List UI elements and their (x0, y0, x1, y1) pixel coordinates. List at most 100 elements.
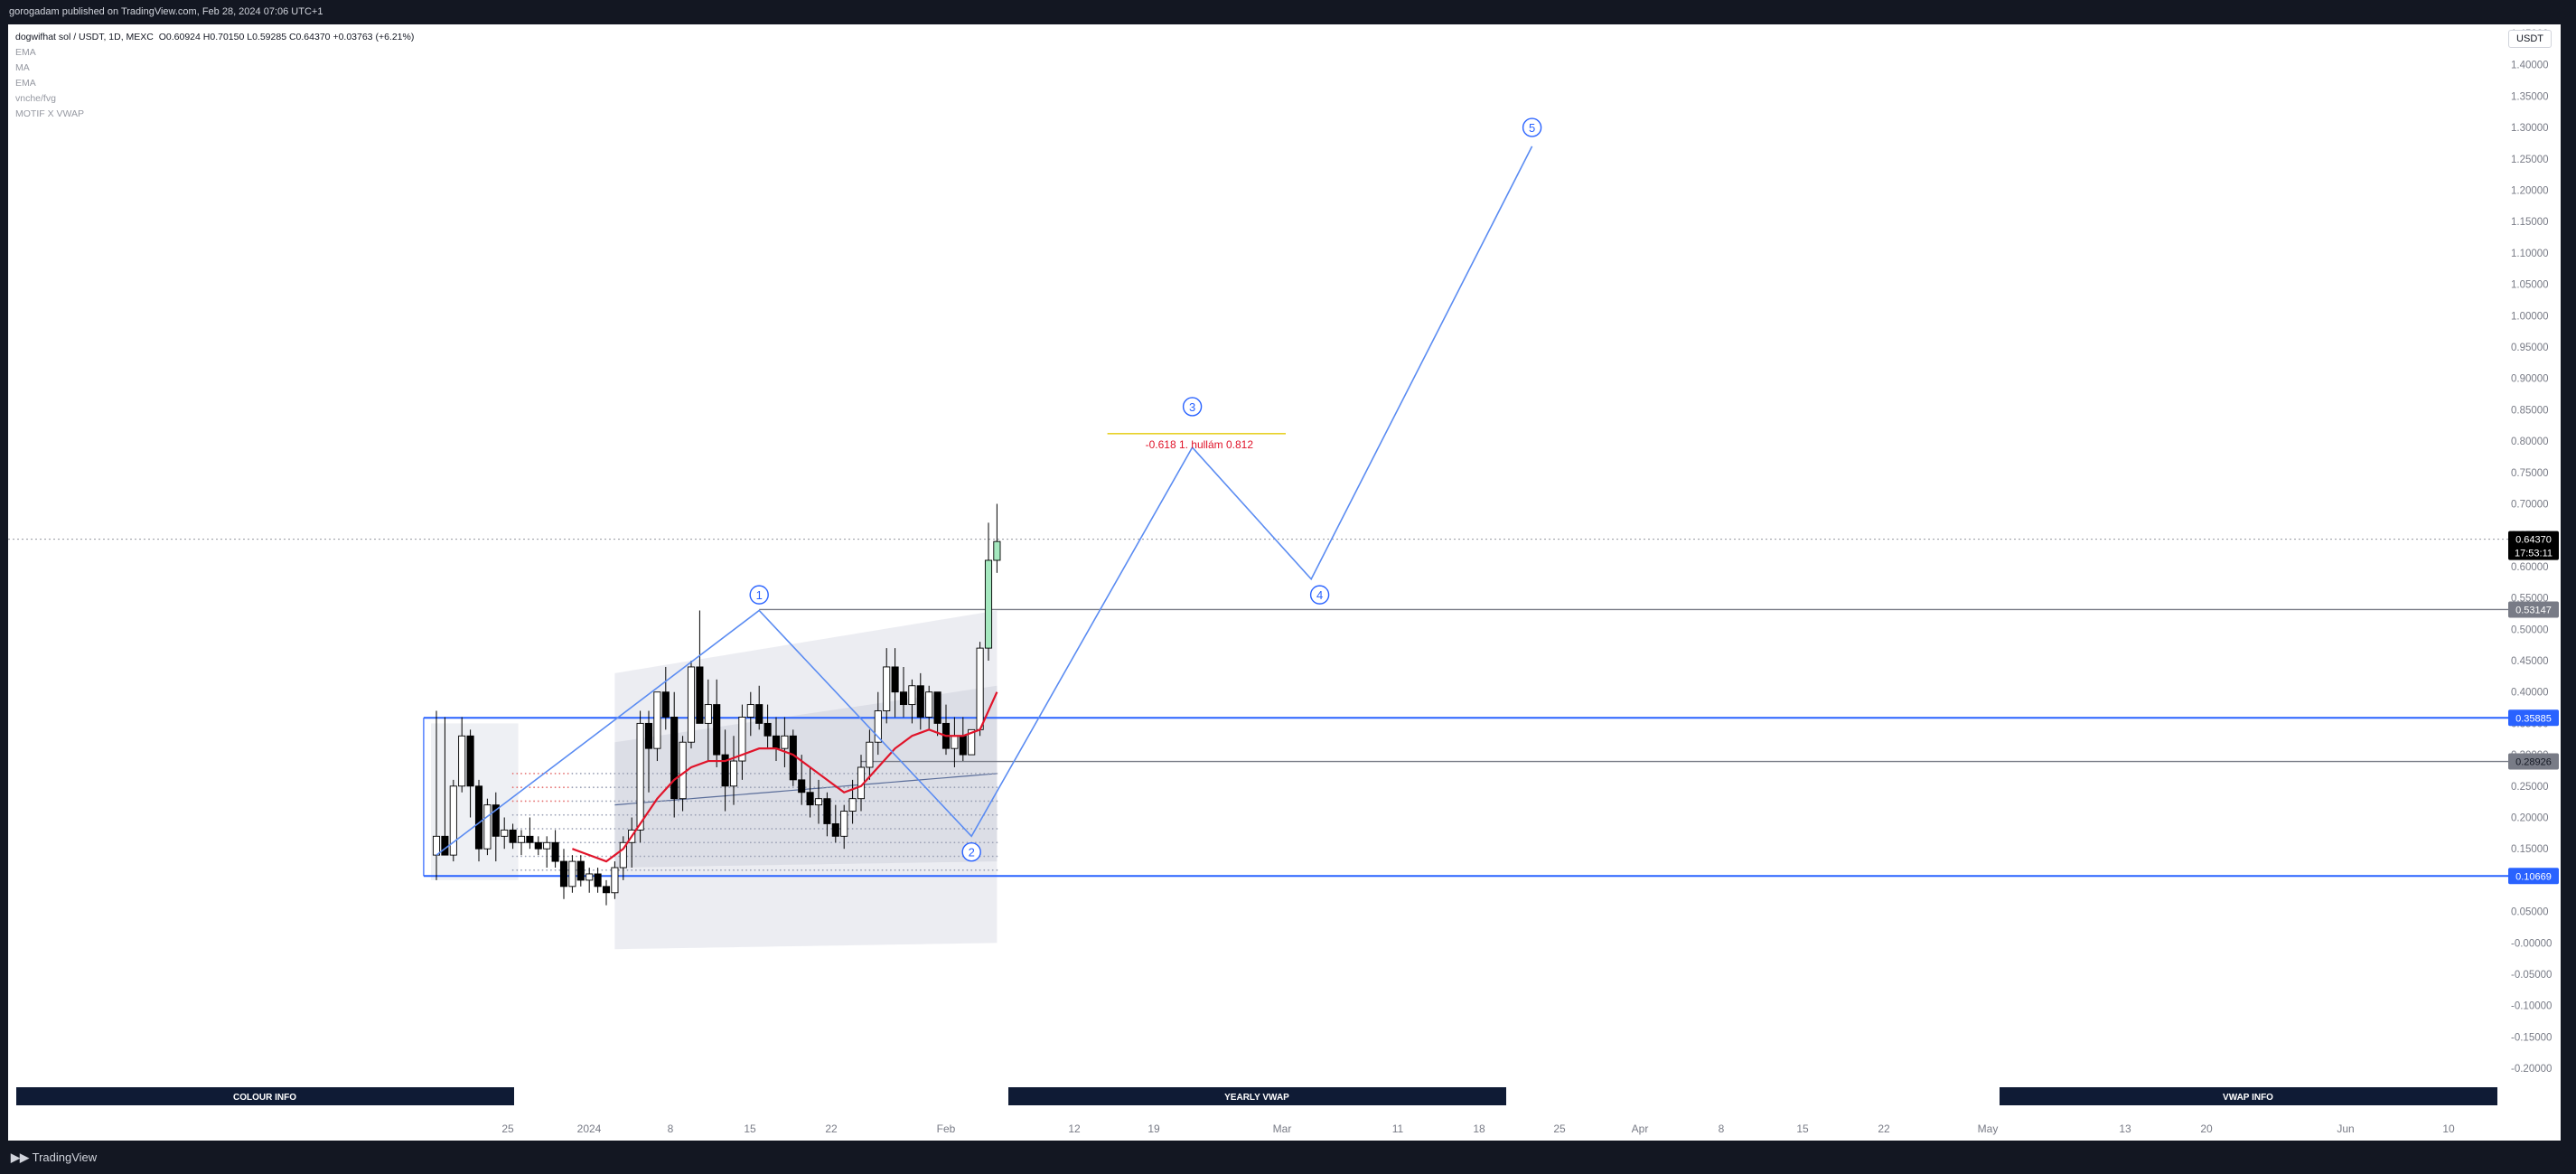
indicator-ema-1[interactable]: EMA (15, 47, 36, 58)
fvg-dot (754, 855, 756, 858)
fvg-dot (885, 773, 888, 775)
indicator-ma[interactable]: MA (15, 62, 30, 73)
fvg-dot (694, 841, 697, 844)
fvg-dot (928, 773, 931, 775)
indicator-vwap[interactable]: MOTIF X VWAP (15, 108, 85, 119)
fvg-dot (703, 855, 705, 858)
info-button-label-2: VWAP INFO (2223, 1093, 2273, 1103)
fvg-dot (903, 800, 904, 803)
fvg-dot (745, 869, 747, 871)
fvg-dot (609, 786, 612, 789)
candle-body (687, 666, 696, 743)
fvg-dot (576, 828, 577, 830)
fvg-dot (881, 773, 884, 775)
x-tick-label: 10 (2442, 1122, 2455, 1135)
info-button-2[interactable] (2000, 1087, 2497, 1105)
fvg-dot (643, 786, 646, 789)
fvg-dot (949, 800, 951, 803)
x-tick-label: 11 (1392, 1122, 1404, 1135)
info-button-0[interactable] (16, 1087, 514, 1105)
candle-body (746, 704, 754, 718)
fvg-dot (894, 800, 896, 803)
fvg-dot (584, 800, 586, 803)
x-tick-label: Feb (937, 1122, 956, 1135)
fvg-dot (821, 828, 824, 830)
fvg-dot (703, 786, 705, 789)
fvg-dot (635, 773, 637, 775)
fvg-dot (541, 828, 544, 830)
fvg-dot (958, 828, 960, 830)
candle-body (492, 804, 500, 837)
indicator-ema-2[interactable]: EMA (15, 78, 36, 89)
fvg-dot (906, 855, 909, 858)
fvg-dot (843, 869, 846, 871)
fvg-dot (690, 786, 692, 789)
fvg-dot (766, 855, 769, 858)
fvg-dot (838, 813, 841, 816)
fvg-dot (876, 800, 879, 803)
fvg-dot (511, 773, 514, 775)
fvg-dot (741, 869, 744, 871)
x-tick-label: 20 (2200, 1122, 2213, 1135)
fvg-dot (605, 800, 607, 803)
fvg-dot (894, 773, 896, 775)
fvg-dot (558, 786, 561, 789)
fvg-dot (958, 800, 960, 803)
fvg-dot (584, 786, 586, 789)
fvg-dot (511, 813, 514, 816)
fvg-dot (975, 773, 977, 775)
fvg-dot (728, 786, 731, 789)
fvg-dot (838, 869, 841, 871)
fvg-dot (848, 800, 849, 803)
fvg-dot (596, 828, 599, 830)
fvg-dot (593, 869, 595, 871)
y-tick-label: 0.95000 (2511, 343, 2549, 353)
fvg-dot (660, 786, 662, 789)
candle-body (866, 741, 874, 768)
fvg-dot (741, 855, 744, 858)
price-tag-level2-bg (2508, 709, 2559, 727)
fvg-dot (550, 828, 552, 830)
fvg-dot (941, 869, 943, 871)
indicator-fvg[interactable]: vnche/fvg (15, 93, 56, 104)
fvg-dot (698, 841, 701, 844)
fvg-dot (911, 800, 913, 803)
fvg-dot (571, 841, 574, 844)
fvg-dot (953, 869, 956, 871)
fvg-dot (958, 855, 960, 858)
fvg-dot (554, 828, 557, 830)
currency-button[interactable]: USDT (2508, 30, 2552, 48)
fvg-dot (563, 841, 565, 844)
fvg-dot (593, 800, 595, 803)
fvg-dot (961, 786, 964, 789)
fvg-dot (584, 841, 586, 844)
fvg-dot (618, 813, 620, 816)
fvg-dot (876, 786, 879, 789)
fvg-dot (673, 855, 676, 858)
fvg-dot (864, 841, 866, 844)
fvg-dot (588, 800, 591, 803)
fvg-dot (834, 773, 837, 775)
fvg-dot (733, 869, 735, 871)
fvg-dot (813, 800, 816, 803)
fvg-dot (681, 841, 684, 844)
y-tick-label: -0.20000 (2511, 1064, 2552, 1075)
fvg-dot (763, 786, 764, 789)
fvg-dot (720, 800, 722, 803)
x-tick-label: 19 (1147, 1122, 1160, 1135)
fvg-dot (801, 841, 803, 844)
fvg-dot (664, 773, 667, 775)
fvg-dot (996, 869, 998, 871)
fvg-dot (941, 773, 943, 775)
fvg-dot (622, 773, 624, 775)
fvg-dot (711, 828, 714, 830)
fvg-dot (690, 813, 692, 816)
fvg-dot (919, 773, 922, 775)
fvg-dot (826, 841, 829, 844)
fvg-dot (554, 869, 557, 871)
info-button-1[interactable] (1008, 1087, 1506, 1105)
x-tick-label: 8 (1719, 1122, 1725, 1135)
fvg-dot (669, 800, 671, 803)
